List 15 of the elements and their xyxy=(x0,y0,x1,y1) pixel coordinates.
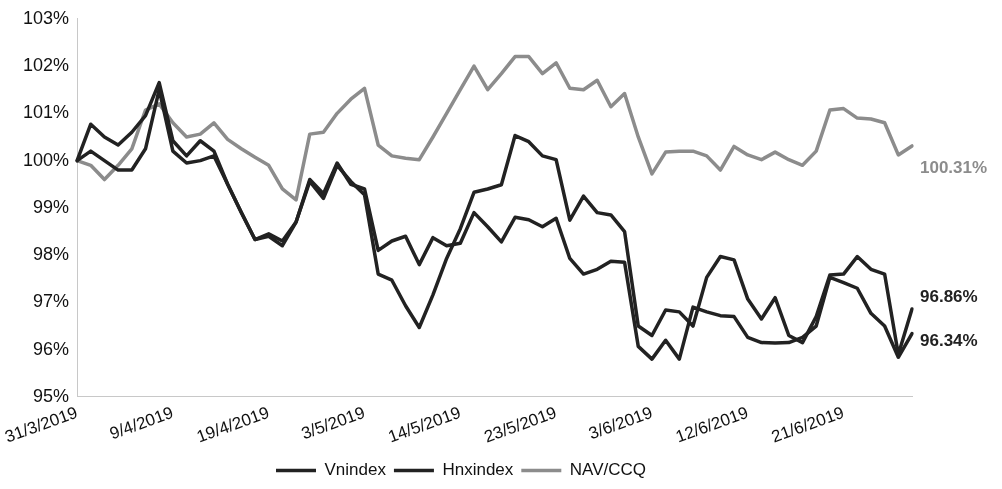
y-tick-label: 99% xyxy=(33,196,70,217)
y-tick-label: 95% xyxy=(33,385,70,406)
y-tick-label: 96% xyxy=(33,338,70,359)
y-tick-label: 97% xyxy=(33,291,70,312)
y-tick-label: 98% xyxy=(33,244,70,265)
legend-label: NAV/CCQ xyxy=(569,460,647,480)
legend-label: Vnindex xyxy=(324,460,387,480)
data-label: 96.86% xyxy=(920,286,978,306)
data-label: 100.31% xyxy=(920,157,988,177)
y-tick-label: 100% xyxy=(23,149,70,170)
data-label: 96.34% xyxy=(920,331,978,351)
legend-label: Hnxindex xyxy=(442,460,514,480)
y-tick-label: 101% xyxy=(23,102,70,123)
y-tick-label: 102% xyxy=(23,55,70,76)
y-tick-label: 103% xyxy=(23,7,70,28)
